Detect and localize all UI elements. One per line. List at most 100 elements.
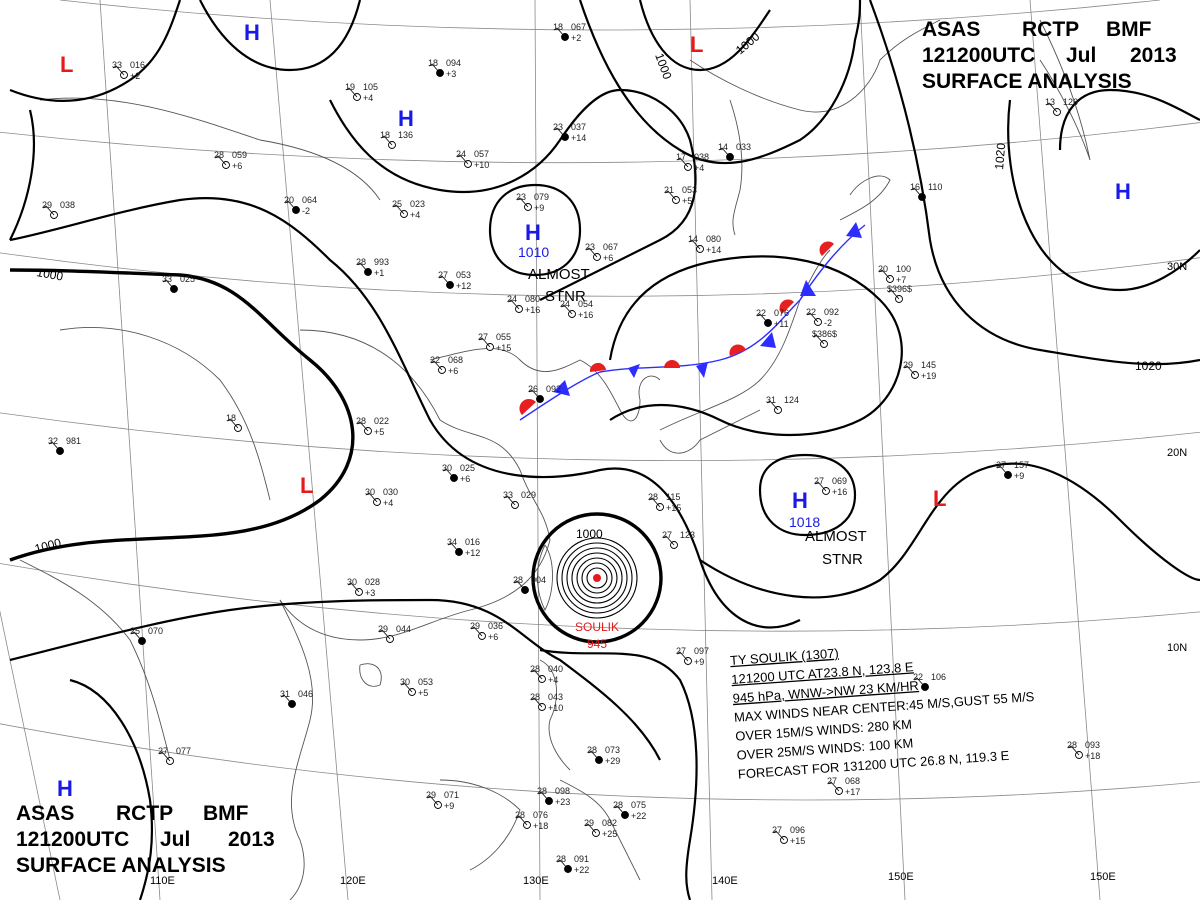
station-pressure: 028 [365, 577, 380, 587]
coast-hokkaido [839, 175, 891, 221]
station-plot: 16 110 [910, 182, 942, 201]
station-plot: 34 016+12 [447, 537, 480, 558]
station-pressure: 068 [845, 776, 860, 786]
station-pressure: 004 [531, 575, 546, 585]
station-temperature: 18 [380, 130, 390, 140]
isobar-1010-ring [488, 183, 582, 277]
station-temperature: 28 [530, 692, 540, 702]
header-top-right: ASAS RCTP BMF 121200UTC Jul 2013 SURFACE… [922, 18, 1177, 93]
station-temperature: 29 [426, 790, 436, 800]
station-temperature: 29 [470, 621, 480, 631]
wind-barb-icon [528, 389, 541, 400]
low-center-marker: L [300, 473, 313, 498]
station-tendency: +12 [456, 281, 471, 291]
station-temperature: 27 [814, 476, 824, 486]
header-year: 2013 [228, 828, 275, 851]
coast-mongolia-border [39, 97, 381, 201]
wind-barb-icon [613, 805, 626, 816]
station-tendency: +15 [496, 343, 511, 353]
station-temperature: 14 [688, 234, 698, 244]
station-plot: 22 106 [913, 672, 946, 691]
coast-sakhalin [729, 99, 743, 236]
station-plot: 28 043+10 [530, 692, 563, 713]
wind-barb-icon [878, 269, 891, 280]
station-pressure: 067 [603, 242, 618, 252]
longitude-label: 120E [340, 875, 366, 887]
header-time: 121200UTC [922, 44, 1035, 67]
longitude-label: 150E [888, 871, 914, 883]
station-pressure: 068 [448, 355, 463, 365]
station-pressure: 023 [410, 199, 425, 209]
wind-barb-icon [530, 669, 543, 680]
high-center-marker: H [398, 106, 414, 131]
latitude-line-40n [0, 122, 1200, 164]
longitude-line-130e [689, 0, 713, 900]
wind-barb-icon [556, 859, 569, 870]
wind-barb-icon [648, 497, 661, 508]
isobar-east-far [1058, 88, 1200, 151]
station-plot: 28 993+1 [356, 257, 389, 278]
isobar-1020-northeast [1007, 99, 1200, 292]
station-pressure: 096 [790, 825, 805, 835]
wind-barb-icon [530, 697, 543, 708]
coast-borneo-north [439, 779, 521, 871]
coast-china-east [279, 329, 551, 641]
center-note: ALMOST [528, 266, 590, 283]
station-temperature: 22 [756, 308, 766, 318]
wind-barb-icon [772, 830, 785, 841]
station-tendency: +16 [578, 310, 593, 320]
longitude-label: 150E [1090, 871, 1116, 883]
station-tendency: +18 [1085, 751, 1100, 761]
station-tendency: +2 [571, 33, 581, 43]
station-tendency: +11 [774, 319, 789, 329]
station-plot: 22 076+11 [756, 308, 789, 329]
station-temperature: 27 [996, 460, 1006, 470]
wind-barb-icon [356, 421, 369, 432]
station-tendency: +3 [365, 588, 375, 598]
station-temperature: 28 [513, 575, 523, 585]
station-pressure: 073 [605, 745, 620, 755]
station-temperature: 18 [553, 22, 563, 32]
low-center-marker: L [60, 52, 73, 77]
isobar-label: 1000 [576, 527, 603, 541]
station-pressure: 053 [456, 270, 471, 280]
station-pressure: 030 [383, 487, 398, 497]
station-plot: 27 096+15 [772, 825, 805, 846]
warm-front-semicircles [519, 241, 834, 415]
station-plot: 28 115+15 [648, 492, 681, 513]
station-plot: $396$ [887, 284, 912, 303]
wind-barb-icon [284, 200, 297, 211]
high-center-marker: H [525, 220, 541, 245]
station-pressure: 025 [460, 463, 475, 473]
isobar-west-north [9, 0, 182, 102]
station-temperature: 28 [613, 800, 623, 810]
isobar-1000-north [638, 0, 771, 72]
station-temperature: 31 [280, 689, 290, 699]
station-plot: 27 055+15 [478, 332, 511, 353]
typhoon-ring [566, 547, 628, 609]
station-plot: 28 059+6 [214, 150, 247, 171]
isobar-north-mid [199, 0, 362, 72]
station-temperature: 24 [507, 294, 517, 304]
front-triangle [800, 280, 816, 296]
wind-barb-icon [515, 815, 528, 826]
station-plot: 29 082+25 [584, 818, 617, 839]
latitude-line-20n [0, 412, 1200, 462]
station-pressure: 100 [896, 264, 911, 274]
wind-barb-icon [585, 247, 598, 258]
station-pressure: 038 [694, 152, 709, 162]
header-product: ASAS [922, 18, 980, 41]
typhoon-center-icon [593, 574, 601, 582]
wind-barb-icon [356, 262, 369, 273]
header-title: SURFACE ANALYSIS [922, 70, 1132, 93]
header-month: Jul [160, 828, 190, 851]
station-temperature: 22 [806, 307, 816, 317]
station-pressure: 059 [232, 150, 247, 160]
station-plot: 27 157+9 [996, 460, 1029, 481]
station-plot: 27 068+17 [827, 776, 860, 797]
header-time: 121200UTC [16, 828, 129, 851]
station-plot: 31 046 [280, 689, 313, 708]
station-temperature: 28 [214, 150, 224, 160]
station-pressure: 053 [418, 677, 433, 687]
isobar-southwest-high [69, 678, 154, 900]
